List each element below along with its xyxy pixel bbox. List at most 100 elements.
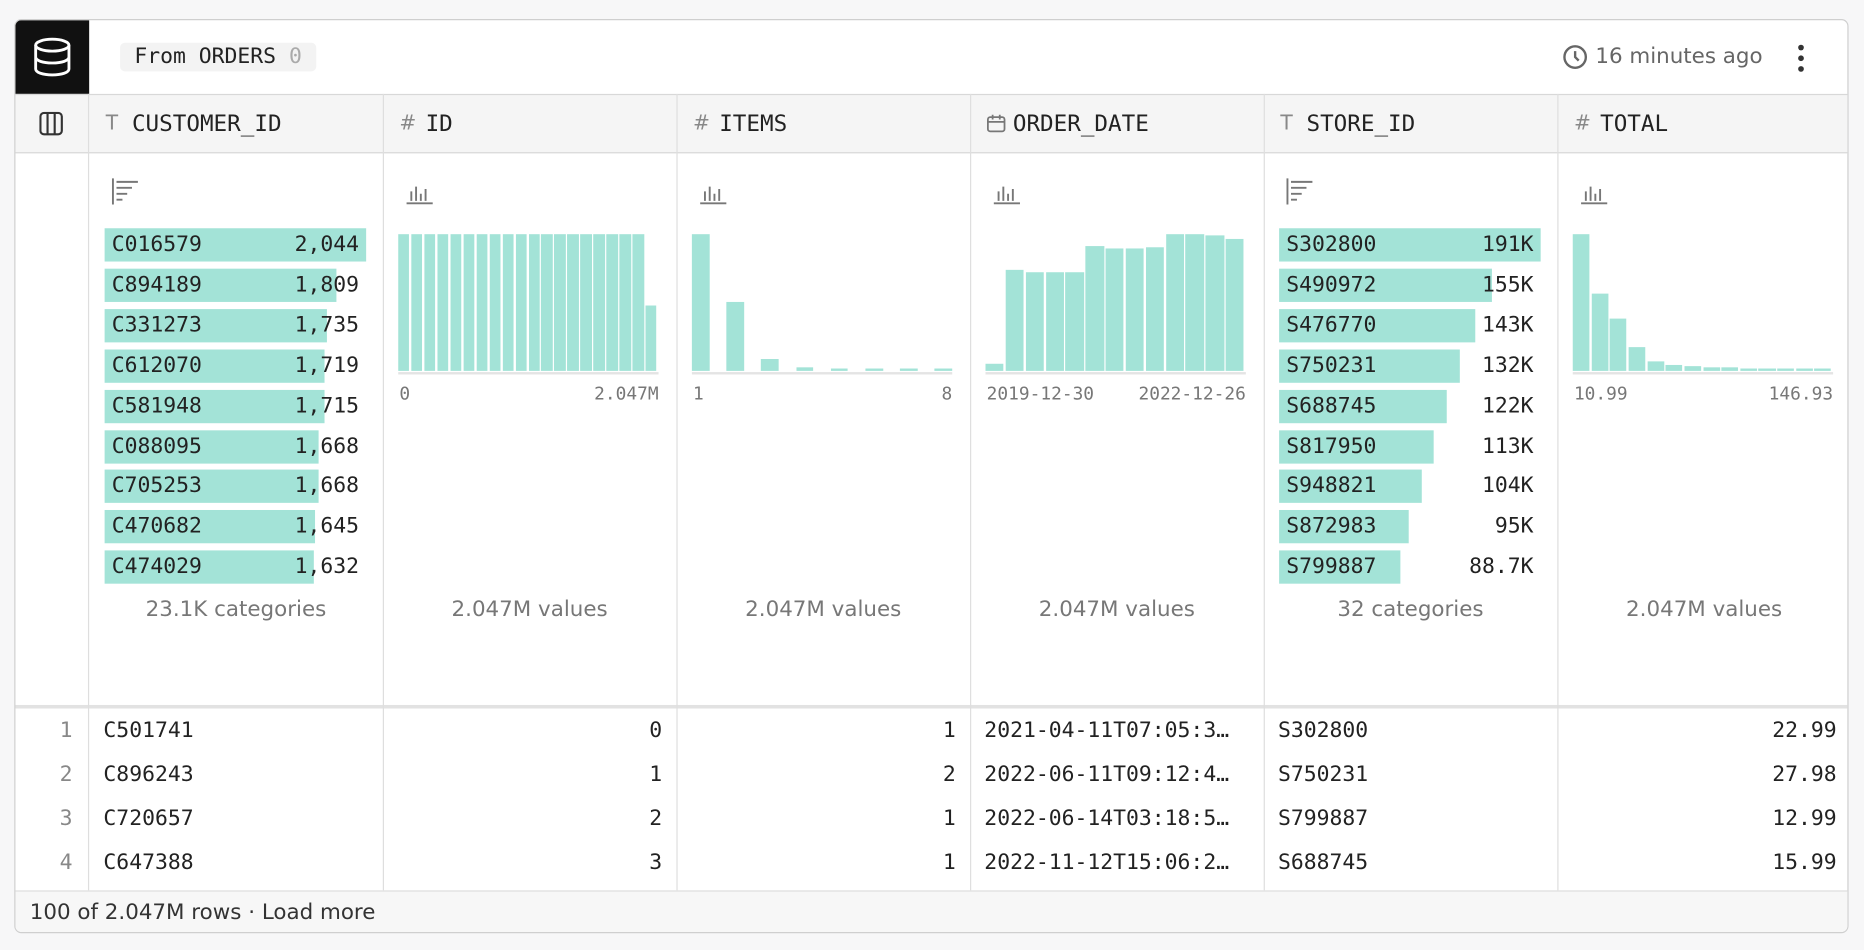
- column-line: [1557, 93, 1559, 891]
- category-bar: [1279, 470, 1422, 504]
- summary-icon: [698, 176, 729, 207]
- histogram-bar: [934, 368, 953, 371]
- load-more[interactable]: Load more: [261, 899, 376, 925]
- histogram-bar: [554, 234, 566, 371]
- category-bar: [1279, 429, 1434, 464]
- table-cell: 1: [942, 718, 956, 743]
- category-bar: [104, 268, 337, 302]
- clock-icon: [1563, 45, 1588, 69]
- histogram-bar: [450, 234, 462, 371]
- category-bar: [1279, 308, 1475, 343]
- table-cell: S302800: [1277, 718, 1369, 743]
- table-cell: 3: [649, 849, 663, 875]
- category-bar: [1279, 349, 1460, 383]
- histogram-bar: [541, 234, 553, 371]
- category-count: 1,632: [294, 554, 360, 580]
- category-bar: [104, 308, 327, 343]
- category-label: C470682: [111, 513, 202, 539]
- histogram-bar: [424, 234, 436, 371]
- category-count: 143K: [1481, 312, 1534, 338]
- category-count: 1,719: [294, 352, 360, 378]
- category-label: C894189: [111, 272, 202, 298]
- histogram-bar: [1205, 235, 1225, 371]
- histogram-bar: [1628, 347, 1646, 371]
- histogram-bar: [515, 234, 527, 371]
- histogram-bar: [1125, 248, 1144, 371]
- category-bar: [104, 429, 319, 464]
- type-icon: #: [399, 111, 417, 136]
- histogram-bar: [1065, 272, 1084, 371]
- category-label: C088095: [111, 433, 202, 459]
- category-bar: [1279, 510, 1410, 544]
- summary-footer: 2.047M values: [745, 596, 902, 622]
- table-cell: 15.99: [1772, 849, 1837, 875]
- histogram-bar: [606, 234, 618, 371]
- menu-button[interactable]: [1787, 42, 1816, 75]
- histogram-bar: [619, 234, 631, 371]
- histogram-baseline: [691, 372, 953, 375]
- column-name: ORDER_DATE: [1012, 110, 1149, 137]
- histogram-bar: [1085, 246, 1104, 371]
- table-cell: 2022-06-11T09:12:4…: [984, 762, 1230, 787]
- histogram-bar: [1702, 367, 1720, 371]
- table-cell: C501741: [103, 718, 194, 743]
- row-number: 4: [59, 849, 73, 875]
- column-name: ITEMS: [719, 110, 788, 137]
- column-name: STORE_ID: [1306, 110, 1416, 137]
- table-cell: 1: [649, 762, 663, 787]
- histogram-bar: [593, 234, 605, 371]
- category-count: 1,735: [294, 312, 360, 338]
- category-bar: [104, 349, 325, 383]
- histogram-bar: [1005, 269, 1024, 371]
- histogram-bar: [1591, 293, 1609, 371]
- range-min: 1: [693, 382, 704, 405]
- category-bar: [104, 550, 314, 584]
- summary-icon: [991, 176, 1022, 207]
- histogram-bar: [411, 234, 423, 371]
- source-pill[interactable]: From ORDERS 0: [120, 42, 317, 72]
- histogram-bar: [1045, 272, 1064, 371]
- histogram-bar: [761, 359, 779, 371]
- category-count: 2,044: [294, 231, 360, 257]
- category-label: S817950: [1286, 433, 1377, 459]
- category-count: 113K: [1481, 433, 1534, 459]
- histogram-bar: [463, 234, 475, 371]
- table-cell: C720657: [103, 805, 194, 831]
- range-max: 2.047M: [594, 382, 659, 405]
- category-count: 132K: [1481, 352, 1534, 378]
- histogram-bar: [1777, 368, 1795, 371]
- histogram-bar: [645, 305, 657, 371]
- histogram-bar: [900, 368, 918, 371]
- histogram-bar: [1025, 272, 1044, 371]
- column-line: [676, 93, 678, 891]
- category-label: S750231: [1286, 352, 1377, 378]
- table-cell: C896243: [103, 762, 194, 787]
- range-max: 146.93: [1768, 382, 1834, 405]
- category-count: 1,668: [294, 473, 360, 499]
- column-line: [382, 93, 384, 891]
- category-label: S476770: [1286, 312, 1377, 338]
- histogram-bar: [1740, 368, 1757, 371]
- range-min: 0: [399, 382, 411, 405]
- histogram-bar: [830, 368, 849, 371]
- summary-icon: [111, 176, 142, 207]
- source-icon: [15, 20, 90, 94]
- category-label: S948821: [1286, 473, 1377, 499]
- summary-footer: 2.047M values: [451, 596, 608, 622]
- category-count: 155K: [1481, 272, 1534, 298]
- category-label: C474029: [111, 554, 202, 580]
- table-cell: 2022-06-14T03:18:5…: [984, 805, 1230, 831]
- histogram-baseline: [985, 372, 1246, 375]
- histogram-bar: [1795, 368, 1813, 371]
- summary-footer: 32 categories: [1337, 596, 1484, 622]
- table-cell: 12.99: [1772, 805, 1837, 831]
- histogram-bar: [398, 234, 410, 371]
- range-min: 10.99: [1573, 382, 1628, 405]
- histogram-bar: [476, 234, 488, 371]
- category-label: C612070: [111, 352, 202, 378]
- histogram-bar: [437, 234, 449, 371]
- category-bar: [1279, 389, 1447, 423]
- histogram-bar: [1647, 361, 1664, 371]
- table-footer: 100 of 2.047M rows · Load more: [15, 890, 1848, 933]
- column-header-row: [15, 93, 1848, 154]
